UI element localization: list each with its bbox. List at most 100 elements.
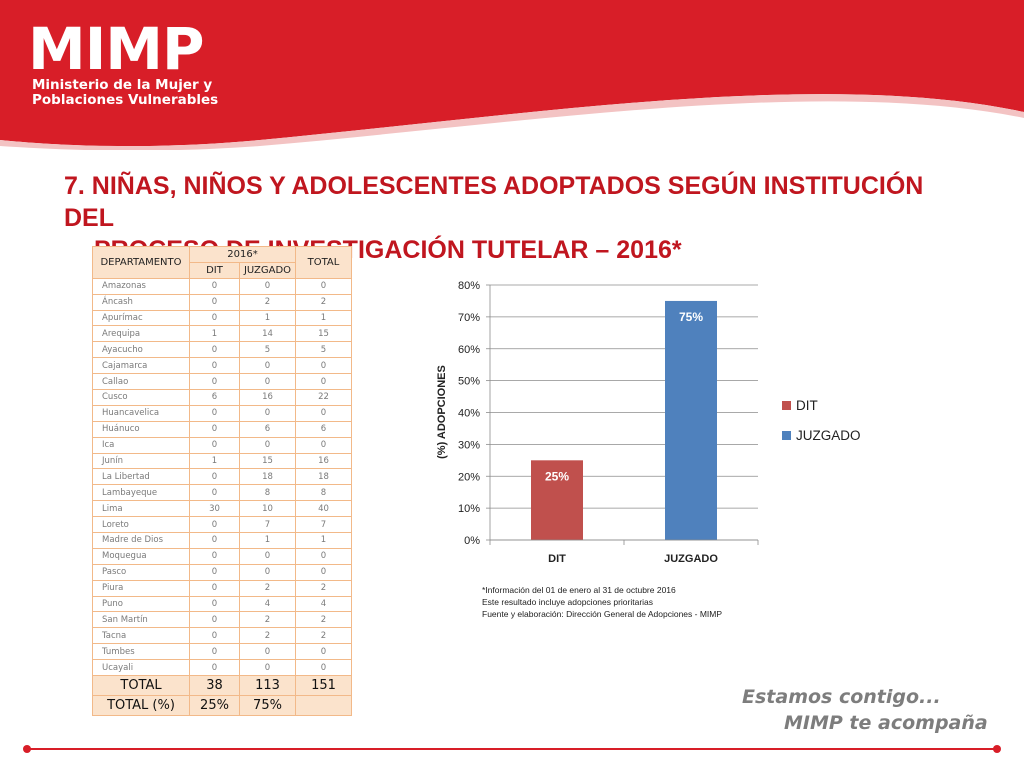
table-row: Pasco 0 0 0 xyxy=(92,563,352,581)
cell-juzgado: 18 xyxy=(239,468,296,486)
cell-total: 7 xyxy=(295,516,352,534)
chart-notes: *Información del 01 de enero al 31 de oc… xyxy=(482,584,722,620)
y-tick-label: 70% xyxy=(458,312,480,324)
y-tick-label: 40% xyxy=(458,408,480,420)
table-row: Lambayeque 0 8 8 xyxy=(92,484,352,502)
x-tick-label: JUZGADO xyxy=(664,553,718,565)
cell-juzgado: 15 xyxy=(239,452,296,470)
cell-dit: 0 xyxy=(189,627,240,645)
y-tick-label: 0% xyxy=(464,535,480,547)
cell-juzgado: 0 xyxy=(239,563,296,581)
table-row: Madre de Dios 0 1 1 xyxy=(92,532,352,549)
cell-juzgado: 0 xyxy=(239,373,296,391)
cell-dit: 0 xyxy=(189,404,240,422)
bar-juzgado xyxy=(665,300,717,540)
y-tick-label: 50% xyxy=(458,376,480,388)
cell-dit: 0 xyxy=(189,341,240,359)
data-label: 25% xyxy=(545,469,569,483)
table-row: Lima 30 10 40 xyxy=(92,500,352,518)
cell-juzgado: 0 xyxy=(239,436,296,454)
table-row: Apurímac 0 1 1 xyxy=(92,309,352,327)
header-year: 2016* xyxy=(189,246,296,263)
cell-total: 0 xyxy=(295,563,352,581)
cell-juzgado: 10 xyxy=(239,500,296,518)
legend-label-juzgado: JUZGADO xyxy=(796,428,861,443)
logo-line-2: Poblaciones Vulnerables xyxy=(32,92,219,108)
cell-dit: 0 xyxy=(189,643,240,661)
y-tick-label: 20% xyxy=(458,471,480,483)
table-row: Moquegua 0 0 0 xyxy=(92,547,352,565)
cell-dit: 30 xyxy=(189,500,240,518)
total-pct-row: TOTAL (%) 25% 75% xyxy=(92,695,352,717)
cell-total: 4 xyxy=(295,595,352,613)
table-row: La Libertad 0 18 18 xyxy=(92,468,352,486)
cell-total: 0 xyxy=(295,436,352,454)
cell-total: 22 xyxy=(295,389,352,406)
total-juzgado: 113 xyxy=(239,675,296,697)
table-row: Junín 1 15 16 xyxy=(92,452,352,470)
cell-dit: 0 xyxy=(189,563,240,581)
slogan: Estamos contigo... MIMP te acompaña xyxy=(742,684,988,736)
cell-juzgado: 0 xyxy=(239,643,296,661)
cell-total: 6 xyxy=(295,420,352,438)
table-row: Ucayali 0 0 0 xyxy=(92,659,352,677)
cell-departamento: Callao xyxy=(92,373,190,391)
cell-juzgado: 14 xyxy=(239,325,296,343)
cell-dit: 6 xyxy=(189,389,240,406)
cell-juzgado: 0 xyxy=(239,277,296,295)
table-row: Áncash 0 2 2 xyxy=(92,293,352,311)
cell-departamento: Piura xyxy=(92,579,190,597)
cell-total: 0 xyxy=(295,277,352,295)
note-3: Fuente y elaboración: Dirección General … xyxy=(482,609,723,619)
header-departamento: DEPARTAMENTO xyxy=(92,246,190,279)
cell-dit: 0 xyxy=(189,436,240,454)
table-row: Ica 0 0 0 xyxy=(92,436,352,454)
cell-total: 1 xyxy=(295,532,352,549)
cell-departamento: San Martín xyxy=(92,611,190,629)
cell-dit: 0 xyxy=(189,611,240,629)
cell-juzgado: 0 xyxy=(239,659,296,677)
cell-dit: 0 xyxy=(189,579,240,597)
cell-total: 0 xyxy=(295,357,352,375)
table-row: Puno 0 4 4 xyxy=(92,595,352,613)
cell-juzgado: 2 xyxy=(239,579,296,597)
cell-total: 2 xyxy=(295,627,352,645)
cell-total: 0 xyxy=(295,404,352,422)
cell-juzgado: 0 xyxy=(239,404,296,422)
x-tick-label: DIT xyxy=(548,553,566,565)
cell-total: 40 xyxy=(295,500,352,518)
header-dit: DIT xyxy=(189,261,240,279)
cell-departamento: La Libertad xyxy=(92,468,190,486)
cell-juzgado: 7 xyxy=(239,516,296,534)
cell-total: 0 xyxy=(295,547,352,565)
cell-juzgado: 1 xyxy=(239,532,296,549)
cell-departamento: Cajamarca xyxy=(92,357,190,375)
logo-line-1: Ministerio de la Mujer y xyxy=(32,77,213,93)
cell-departamento: Arequipa xyxy=(92,325,190,343)
table-row: Piura 0 2 2 xyxy=(92,579,352,597)
table-row: San Martín 0 2 2 xyxy=(92,611,352,629)
footer-line xyxy=(23,745,1001,753)
cell-departamento: Moquegua xyxy=(92,547,190,565)
total-pct-label: TOTAL (%) xyxy=(92,695,190,717)
cell-departamento: Lambayeque xyxy=(92,484,190,502)
cell-juzgado: 5 xyxy=(239,341,296,359)
header-total: TOTAL xyxy=(295,246,352,279)
cell-departamento: Loreto xyxy=(92,516,190,534)
header-juzgado: JUZGADO xyxy=(239,261,296,279)
cell-dit: 0 xyxy=(189,484,240,502)
cell-dit: 0 xyxy=(189,516,240,534)
cell-departamento: Ayacucho xyxy=(92,341,190,359)
adoptions-bar-chart: 0% 10% 20% 30% 40% 50% 60% 70% 80% 25% DIT 75% JUZGA… xyxy=(436,280,861,565)
legend-label-dit: DIT xyxy=(796,398,818,413)
cell-juzgado: 2 xyxy=(239,611,296,629)
table-body: Amazonas 0 0 0 Áncash 0 2 2 Apurímac 0 1 1 Arequipa 1… xyxy=(92,277,352,677)
title-line-1: 7. NIÑAS, NIÑOS Y ADOLESCENTES ADOPTADOS… xyxy=(64,172,924,232)
table-row: Huánuco 0 6 6 xyxy=(92,420,352,438)
y-axis-label: (%) ADOPCIONES xyxy=(436,365,448,459)
y-tick-label: 10% xyxy=(458,503,480,515)
cell-departamento: Apurímac xyxy=(92,309,190,327)
cell-dit: 0 xyxy=(189,595,240,613)
cell-total: 0 xyxy=(295,643,352,661)
mimp-logo: MIMP Ministerio de la Mujer y Poblacione… xyxy=(28,20,218,108)
